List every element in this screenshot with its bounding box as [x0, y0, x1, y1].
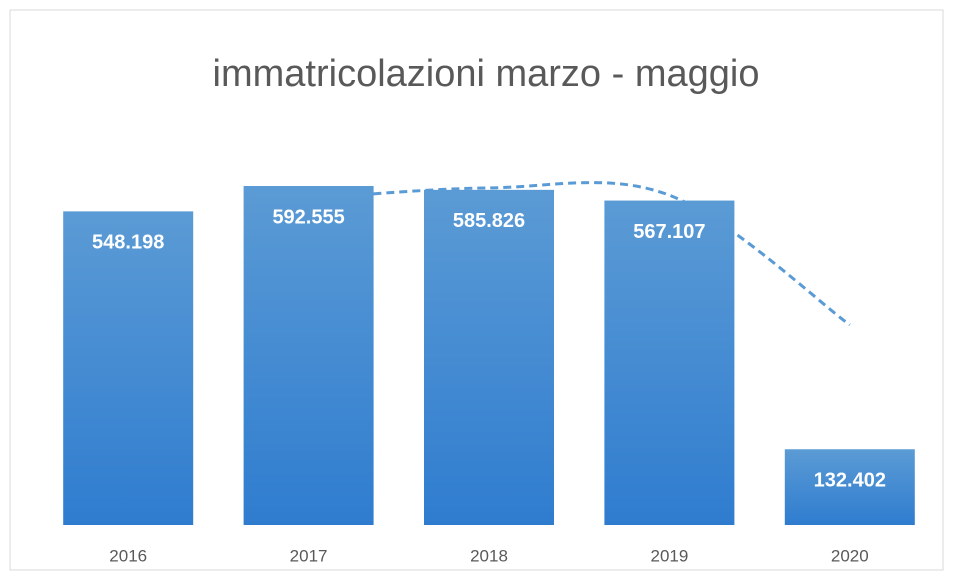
bar	[424, 189, 554, 525]
trendline	[308, 181, 851, 327]
bar-layer: 548.198 592.555 585.826 567.107 132.402	[63, 186, 915, 525]
x-tick-label: 2018	[470, 546, 508, 565]
x-tick-label: 2020	[831, 546, 869, 565]
x-tick-label: 2016	[109, 546, 147, 565]
trend-layer	[308, 181, 851, 327]
data-label: 592.555	[272, 206, 344, 228]
bar	[63, 211, 194, 525]
bar	[784, 449, 915, 525]
data-label: 548.198	[92, 232, 164, 254]
data-label: 567.107	[633, 221, 705, 243]
bar	[243, 186, 374, 525]
bar	[604, 200, 735, 525]
data-label: 132.402	[814, 470, 886, 492]
chart-title: immatricolazioni marzo - maggio	[213, 53, 760, 95]
x-tick-label: 2017	[290, 546, 328, 565]
x-tick-label: 2019	[650, 546, 688, 565]
data-label: 585.826	[453, 210, 525, 232]
